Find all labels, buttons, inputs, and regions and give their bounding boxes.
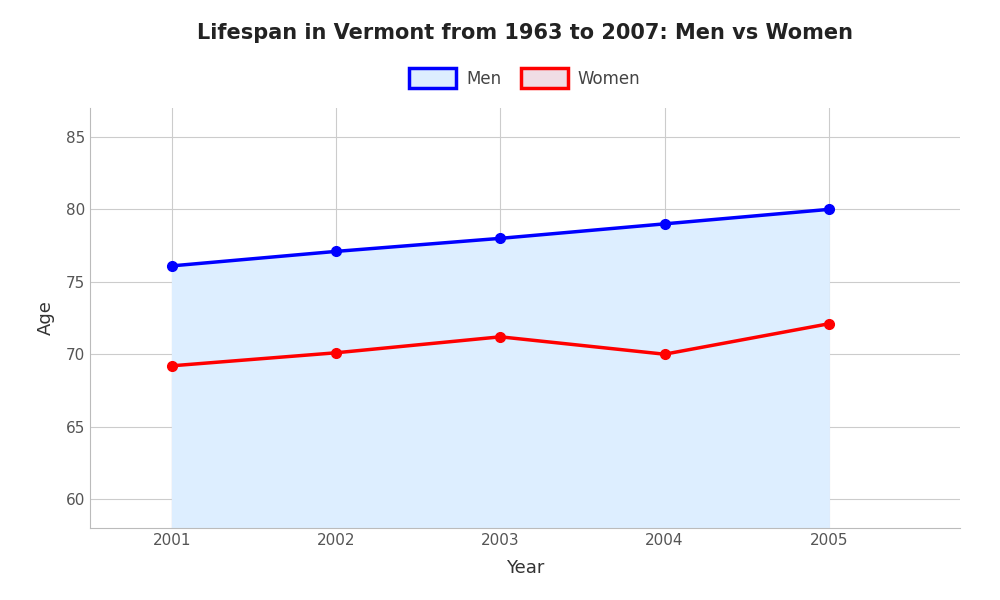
X-axis label: Year: Year xyxy=(506,559,544,577)
Legend: Men, Women: Men, Women xyxy=(403,62,647,94)
Title: Lifespan in Vermont from 1963 to 2007: Men vs Women: Lifespan in Vermont from 1963 to 2007: M… xyxy=(197,23,853,43)
Y-axis label: Age: Age xyxy=(37,301,55,335)
